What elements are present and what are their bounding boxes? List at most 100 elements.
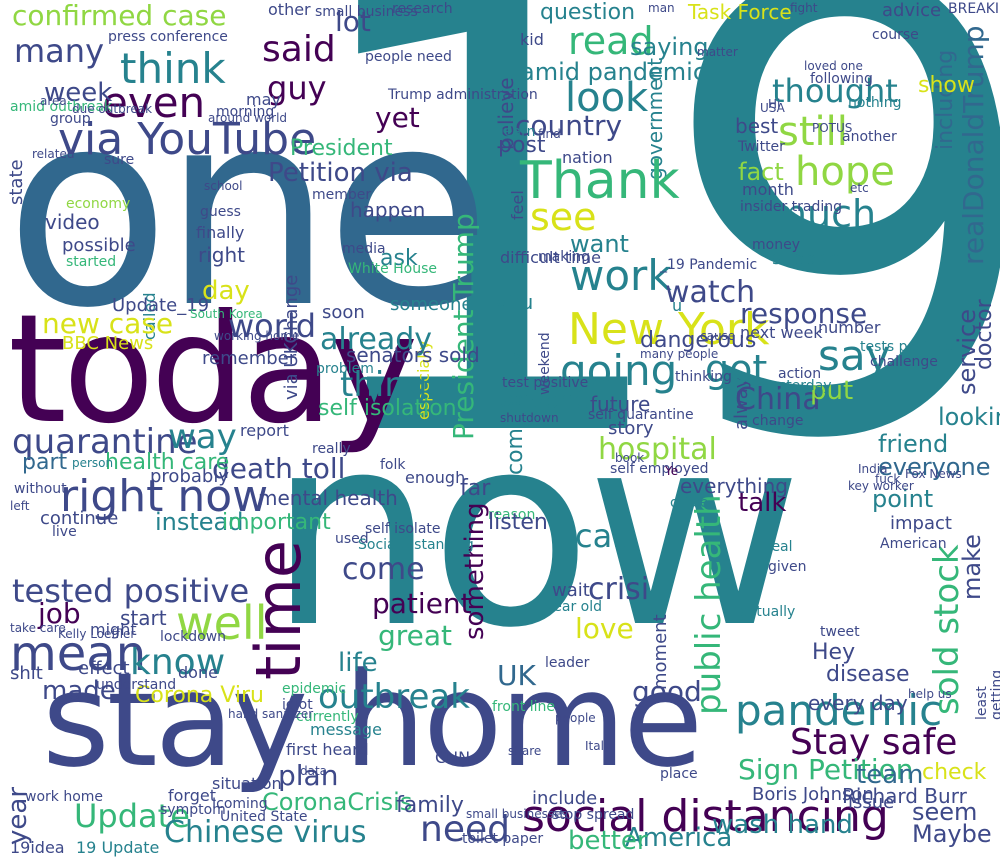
cloud-word: work — [570, 251, 672, 300]
cloud-word: anyone — [500, 386, 589, 414]
cloud-word: world — [228, 307, 317, 345]
cloud-word: mental health — [258, 486, 398, 510]
cloud-word: shit — [10, 663, 43, 684]
cloud-word: book — [615, 451, 645, 465]
cloud-word: might — [90, 620, 137, 639]
cloud-word: shutdown — [500, 411, 559, 425]
cloud-word: help us — [908, 687, 952, 701]
cloud-word: still — [778, 109, 848, 155]
cloud-word: Sign Petition — [738, 753, 914, 786]
cloud-word: mean — [10, 626, 147, 682]
cloud-word: country — [515, 109, 623, 142]
cloud-word: CoronaCrisis — [262, 788, 413, 816]
cloud-word: want — [570, 230, 629, 258]
cloud-word: family — [396, 793, 464, 818]
cloud-word: see — [530, 195, 597, 239]
cloud-word: message — [310, 720, 382, 739]
cloud-word: economy — [66, 196, 131, 212]
cloud-word: start — [120, 606, 167, 630]
cloud-word: social distancing — [522, 791, 889, 842]
cloud-word: Thank — [520, 151, 680, 211]
cloud-word: money — [752, 237, 800, 253]
cloud-word: work home — [25, 789, 104, 805]
cloud-word: outbreak — [318, 677, 470, 717]
cloud-word: another — [842, 129, 897, 145]
cloud-word: CNN — [435, 748, 471, 767]
cloud-word: talk — [738, 488, 787, 518]
cloud-word: self isolate — [365, 521, 441, 537]
cloud-word: leader — [545, 655, 590, 671]
cloud-word: show — [918, 73, 975, 98]
cloud-word: watch — [665, 275, 756, 310]
cloud-word: member — [312, 187, 372, 203]
cloud-word: month — [742, 180, 794, 199]
cloud-word: continue — [40, 508, 119, 529]
cloud-word: Update_19 — [112, 295, 210, 316]
cloud-word: Hi — [768, 97, 781, 111]
cloud-word: come — [342, 552, 425, 587]
cloud-word: may — [246, 90, 281, 109]
cloud-word: death toll — [212, 452, 346, 485]
cloud-word: cause — [700, 329, 736, 343]
cloud-word: say — [818, 331, 891, 380]
cloud-word: guess — [200, 204, 241, 220]
cloud-word: nation — [562, 148, 613, 167]
cloud-word: dangerous — [640, 328, 757, 353]
cloud-word: stop spread — [552, 807, 635, 823]
cloud-word: hope — [795, 149, 895, 195]
cloud-word: crisi — [588, 572, 650, 607]
cloud-word: good — [632, 675, 702, 708]
cloud-word: sure — [104, 152, 135, 168]
cloud-word: find — [538, 127, 561, 141]
cloud-word: Hey — [812, 640, 856, 665]
cloud-word: Petition via — [268, 158, 413, 188]
cloud-word: stay home — [42, 644, 703, 796]
cloud-word: seem — [912, 798, 978, 826]
cloud-word: learn — [500, 124, 536, 140]
cloud-word: report — [240, 421, 289, 440]
cloud-word: team — [856, 760, 924, 790]
cloud-word: health care — [105, 450, 230, 475]
cloud-word: point — [872, 485, 934, 513]
cloud-word: fuck — [875, 472, 901, 486]
cloud-word: issue — [848, 792, 895, 813]
cloud-word: guy — [267, 69, 327, 107]
cloud-word: number — [818, 318, 881, 337]
cloud-word: reason — [488, 507, 536, 523]
cloud-word: people need — [365, 49, 452, 65]
cloud-word: started — [66, 254, 117, 270]
cloud-word: problem — [316, 361, 374, 377]
cloud-word: least — [974, 686, 990, 720]
cloud-word: USA — [760, 101, 785, 115]
cloud-word: hospital — [598, 432, 717, 467]
cloud-word: Fox News — [905, 467, 962, 481]
cloud-word: Italy — [585, 739, 612, 753]
cloud-word: even — [102, 78, 206, 127]
cloud-word: way — [168, 417, 237, 457]
cloud-word: wait — [552, 580, 590, 601]
cloud-word: now — [268, 378, 803, 686]
cloud-word: epidemic — [282, 681, 347, 697]
cloud-word: finally — [196, 223, 245, 242]
cloud-word: front line — [492, 699, 556, 715]
cloud-word: man — [648, 1, 675, 15]
cloud-word: love — [575, 612, 634, 645]
cloud-word: remember — [202, 348, 297, 369]
cloud-word: doctor — [972, 299, 997, 370]
cloud-word: Update — [74, 797, 190, 835]
cloud-word: President — [290, 136, 393, 161]
cloud-word: amid outbreak — [10, 99, 113, 115]
cloud-word: Stay safe — [790, 722, 958, 763]
cloud-word: right now — [60, 471, 269, 522]
cloud-word: better — [568, 826, 648, 856]
cloud-word: China — [735, 382, 821, 417]
cloud-word: video — [45, 210, 100, 234]
cloud-word: used — [335, 531, 369, 547]
cloud-word: Twitter — [738, 139, 785, 155]
cloud-word: Kelly Loeffler — [58, 627, 136, 641]
cloud-word: thing — [340, 365, 428, 405]
cloud-word: nothing — [848, 95, 902, 111]
cloud-word: well — [176, 596, 268, 650]
cloud-word: Task Force — [688, 0, 792, 24]
